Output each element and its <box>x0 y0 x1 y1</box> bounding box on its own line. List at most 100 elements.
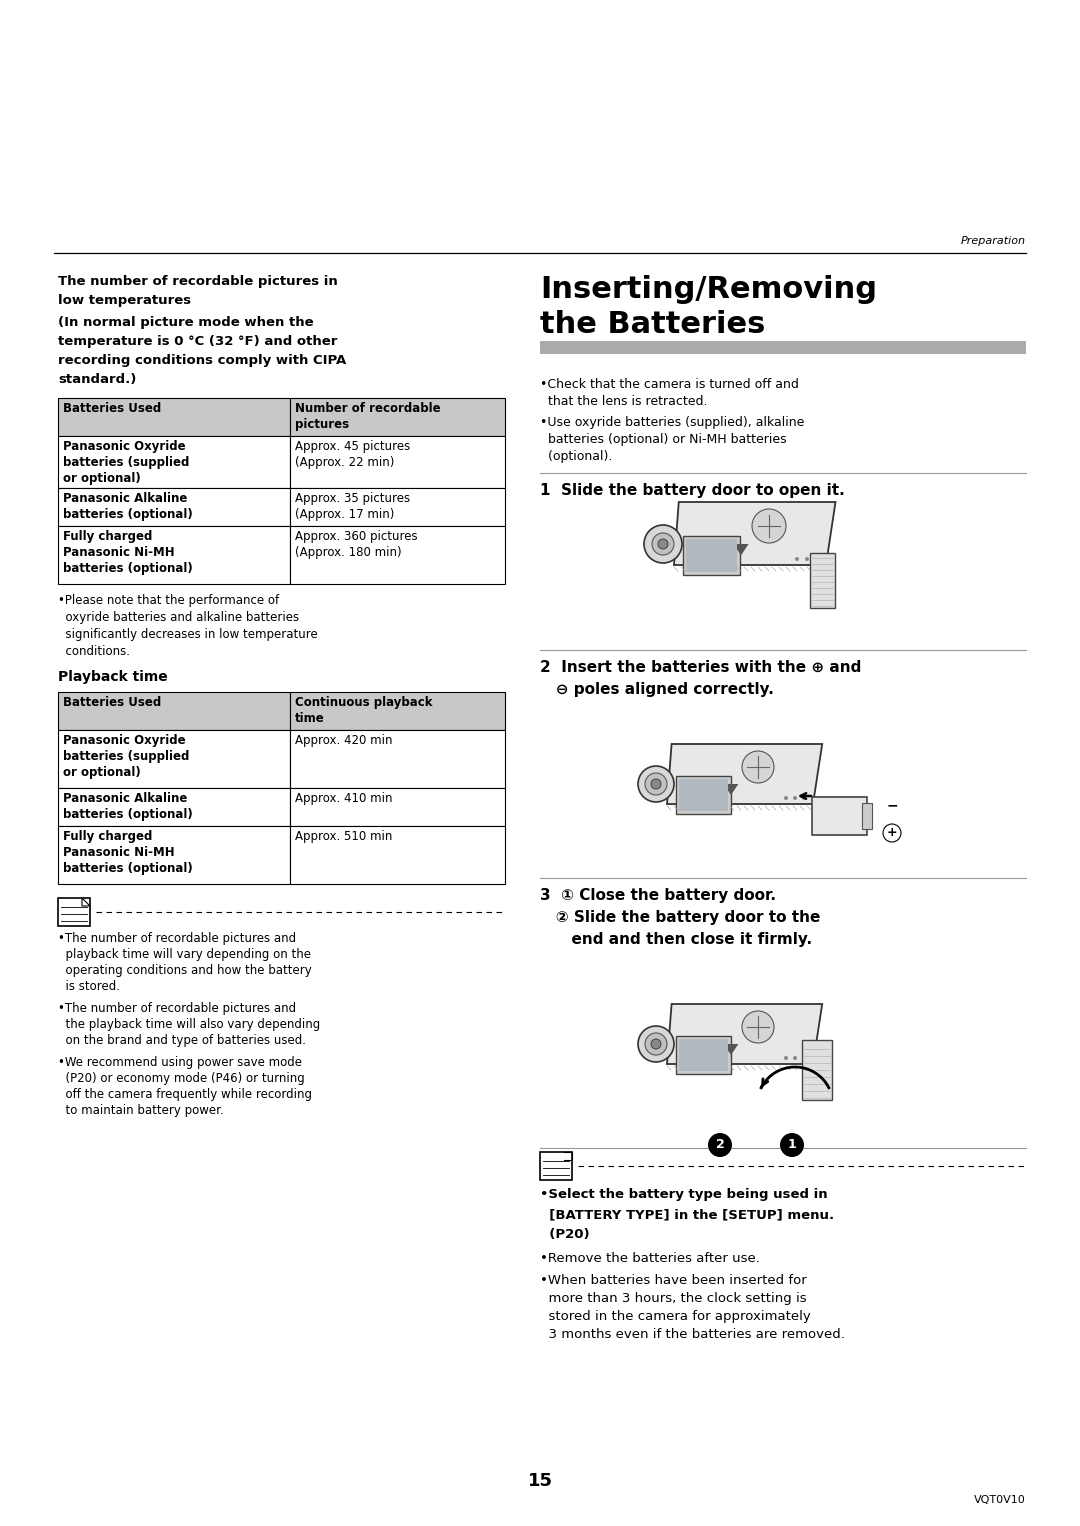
Text: •Select the battery type being used in: •Select the battery type being used in <box>540 1189 827 1201</box>
Polygon shape <box>674 502 836 565</box>
Text: 15: 15 <box>527 1473 553 1489</box>
Circle shape <box>651 1039 661 1048</box>
Text: Preparation: Preparation <box>961 237 1026 246</box>
Text: operating conditions and how the battery: operating conditions and how the battery <box>58 964 312 977</box>
Text: batteries (optional): batteries (optional) <box>63 508 192 520</box>
Text: ①: ① <box>786 1138 798 1152</box>
Polygon shape <box>724 784 739 795</box>
Bar <box>540 340 1026 354</box>
Text: Batteries Used: Batteries Used <box>63 696 161 710</box>
Text: •Use oxyride batteries (supplied), alkaline: •Use oxyride batteries (supplied), alkal… <box>540 417 805 429</box>
Text: stored in the camera for approximately: stored in the camera for approximately <box>540 1309 811 1323</box>
Text: pictures: pictures <box>295 418 349 430</box>
Bar <box>540 1152 572 1180</box>
Circle shape <box>708 1134 731 1157</box>
Bar <box>679 778 728 810</box>
Text: 2  Insert the batteries with the ⊕ and: 2 Insert the batteries with the ⊕ and <box>540 661 862 674</box>
Bar <box>291 787 505 826</box>
Text: significantly decreases in low temperature: significantly decreases in low temperatu… <box>58 629 318 641</box>
Bar <box>58 691 291 729</box>
Text: temperature is 0 °C (32 °F) and other: temperature is 0 °C (32 °F) and other <box>58 336 337 348</box>
Text: (Approx. 22 min): (Approx. 22 min) <box>295 456 394 468</box>
Bar <box>291 826 505 884</box>
Text: batteries (optional) or Ni-MH batteries: batteries (optional) or Ni-MH batteries <box>540 433 786 446</box>
Text: oxyride batteries and alkaline batteries: oxyride batteries and alkaline batteries <box>58 610 299 624</box>
Text: •Please note that the performance of: •Please note that the performance of <box>58 594 279 607</box>
Bar <box>862 803 872 829</box>
Bar <box>812 797 867 835</box>
Bar <box>58 488 291 526</box>
Bar <box>58 897 90 926</box>
Circle shape <box>742 1012 774 1042</box>
Circle shape <box>802 797 806 800</box>
Bar <box>58 526 291 584</box>
Text: Continuous playback: Continuous playback <box>295 696 432 710</box>
Text: Approx. 360 pictures: Approx. 360 pictures <box>295 530 418 543</box>
Bar <box>291 488 505 526</box>
Bar <box>810 552 835 607</box>
Text: batteries (optional): batteries (optional) <box>63 562 192 575</box>
Text: ② Slide the battery door to the: ② Slide the battery door to the <box>540 909 821 925</box>
Text: •Check that the camera is turned off and: •Check that the camera is turned off and <box>540 378 799 391</box>
Text: −: − <box>887 798 897 812</box>
Circle shape <box>793 797 797 800</box>
Text: ②: ② <box>714 1138 726 1152</box>
Text: batteries (optional): batteries (optional) <box>63 862 192 874</box>
Polygon shape <box>724 1044 739 1054</box>
Text: Inserting/Removing: Inserting/Removing <box>540 275 877 304</box>
Text: off the camera frequently while recording: off the camera frequently while recordin… <box>58 1088 312 1100</box>
Text: more than 3 hours, the clock setting is: more than 3 hours, the clock setting is <box>540 1293 807 1305</box>
Text: •The number of recordable pictures and: •The number of recordable pictures and <box>58 1003 296 1015</box>
Text: Approx. 45 pictures: Approx. 45 pictures <box>295 439 410 453</box>
Text: Fully charged: Fully charged <box>63 830 152 842</box>
Polygon shape <box>667 745 822 804</box>
Bar <box>683 536 740 575</box>
Text: Panasonic Ni-MH: Panasonic Ni-MH <box>63 845 175 859</box>
Bar <box>676 1036 731 1074</box>
Text: The number of recordable pictures in: The number of recordable pictures in <box>58 275 338 288</box>
Text: conditions.: conditions. <box>58 645 130 658</box>
Circle shape <box>802 1056 806 1061</box>
Circle shape <box>793 1056 797 1061</box>
Text: to maintain battery power.: to maintain battery power. <box>58 1103 224 1117</box>
Bar <box>679 1039 728 1071</box>
Circle shape <box>805 557 809 562</box>
Bar <box>802 1041 832 1100</box>
Text: batteries (optional): batteries (optional) <box>63 807 192 821</box>
Text: Panasonic Oxyride: Panasonic Oxyride <box>63 439 186 453</box>
Text: Approx. 410 min: Approx. 410 min <box>295 792 392 806</box>
Circle shape <box>784 1056 788 1061</box>
Text: Approx. 35 pictures: Approx. 35 pictures <box>295 491 410 505</box>
Text: (P20): (P20) <box>540 1228 590 1241</box>
Bar <box>291 398 505 436</box>
Circle shape <box>645 774 667 795</box>
Bar <box>676 777 731 813</box>
Text: Playback time: Playback time <box>58 670 167 684</box>
Text: (optional).: (optional). <box>540 450 612 462</box>
Circle shape <box>781 1134 804 1157</box>
Text: (P20) or economy mode (P46) or turning: (P20) or economy mode (P46) or turning <box>58 1071 305 1085</box>
Text: •Remove the batteries after use.: •Remove the batteries after use. <box>540 1251 760 1265</box>
Text: •We recommend using power save mode: •We recommend using power save mode <box>58 1056 302 1070</box>
Circle shape <box>638 1025 674 1062</box>
Text: low temperatures: low temperatures <box>58 295 191 307</box>
Circle shape <box>795 557 799 562</box>
Circle shape <box>651 778 661 789</box>
Text: standard.): standard.) <box>58 372 136 386</box>
Circle shape <box>644 525 681 563</box>
Text: 1: 1 <box>787 1138 796 1152</box>
Bar <box>58 398 291 436</box>
Circle shape <box>658 539 669 549</box>
Circle shape <box>752 510 786 543</box>
Text: recording conditions comply with CIPA: recording conditions comply with CIPA <box>58 354 347 366</box>
Text: (Approx. 180 min): (Approx. 180 min) <box>295 546 402 559</box>
Circle shape <box>814 557 818 562</box>
Text: Panasonic Alkaline: Panasonic Alkaline <box>63 491 187 505</box>
Text: on the brand and type of batteries used.: on the brand and type of batteries used. <box>58 1035 306 1047</box>
Text: end and then close it firmly.: end and then close it firmly. <box>540 932 812 948</box>
Text: Number of recordable: Number of recordable <box>295 401 441 415</box>
Bar <box>58 436 291 488</box>
Text: or optional): or optional) <box>63 766 140 778</box>
Text: Fully charged: Fully charged <box>63 530 152 543</box>
Bar <box>291 691 505 729</box>
